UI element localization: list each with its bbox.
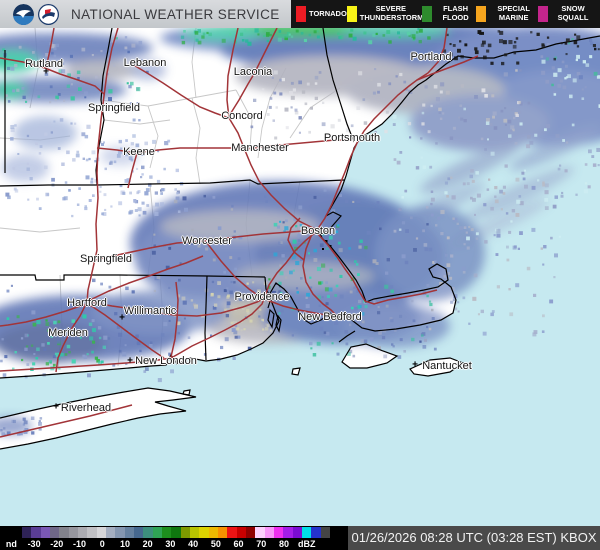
brand: NATIONAL WEATHER SERVICE xyxy=(0,3,280,25)
dbz-tick-labels: nd -30 -20 -10 0 10 20 30 40 50 60 70 80 dBZ xyxy=(0,538,318,550)
dbz-seg-2 xyxy=(40,527,50,538)
dbz-seg-27 xyxy=(273,527,284,538)
dbz-seg-24 xyxy=(245,527,256,538)
dbz-seg-28 xyxy=(283,527,293,538)
dbz-seg-9 xyxy=(105,527,116,538)
dbz-tick-40: 40 xyxy=(188,539,199,549)
harbor-islets xyxy=(322,240,332,250)
dbz-tick-80: 80 xyxy=(278,539,289,549)
warning-flash-flood: FLASH FLOOD xyxy=(421,4,477,22)
dbz-seg-12 xyxy=(133,527,144,538)
dbz-seg-0 xyxy=(22,527,32,538)
noaa-logo-icon xyxy=(13,3,34,25)
dbz-seg-30 xyxy=(301,527,312,538)
dbz-tick--10: -10 xyxy=(73,539,87,549)
highway-layer xyxy=(0,28,479,438)
dbz-scale: nd -30 -20 -10 0 10 20 30 40 50 60 70 80 dBZ xyxy=(0,526,348,550)
dbz-seg-25 xyxy=(255,527,265,538)
dbz-seg-26 xyxy=(264,527,274,538)
dbz-seg-20 xyxy=(208,527,218,538)
dbz-tick-dBZ: dBZ xyxy=(297,539,316,549)
dbz-seg-10 xyxy=(115,527,125,538)
snow-squall-swatch xyxy=(538,6,549,22)
nws-logo-icon xyxy=(38,3,59,25)
dbz-seg-23 xyxy=(236,527,246,538)
dbz-tick-10: 10 xyxy=(119,539,130,549)
dbz-seg-14 xyxy=(152,527,162,538)
city-marker-icon: + xyxy=(119,312,125,324)
special-marine-swatch xyxy=(476,6,487,22)
dbz-seg-3 xyxy=(49,527,60,538)
header-bar: NATIONAL WEATHER SERVICE TORNADO SEVERE T… xyxy=(0,0,600,28)
special-marine-label: SPECIAL MARINE xyxy=(497,4,530,22)
page-title: NATIONAL WEATHER SERVICE xyxy=(71,6,280,22)
city-marker-icon: + xyxy=(412,359,418,371)
timestamp-label: 01/26/2026 08:28 UTC (03:28 EST) KBOX xyxy=(348,526,600,550)
city-marker-icon: + xyxy=(43,66,49,78)
dbz-seg-18 xyxy=(189,527,200,538)
dbz-tick-0: 0 xyxy=(99,539,105,549)
severe-thunderstorm-label: SEVERE THUNDERSTORM xyxy=(359,4,424,22)
dbz-tick--30: -30 xyxy=(27,539,41,549)
dbz-tick--20: -20 xyxy=(50,539,64,549)
warning-snow-squall: SNOW SQUALL xyxy=(538,4,595,22)
dbz-seg-7 xyxy=(87,527,97,538)
bottom-bar: nd -30 -20 -10 0 10 20 30 40 50 60 70 80 dBZ 01/26/20… xyxy=(0,526,600,550)
city-marker-icon: + xyxy=(53,401,59,413)
dbz-seg-16 xyxy=(171,527,181,538)
flash-flood-label: FLASH FLOOD xyxy=(442,4,469,22)
dbz-seg-17 xyxy=(180,527,190,538)
map-canvas xyxy=(0,28,600,526)
dbz-seg-5 xyxy=(68,527,78,538)
dbz-seg-29 xyxy=(292,527,302,538)
dbz-tick-60: 60 xyxy=(233,539,244,549)
coastline xyxy=(0,35,600,450)
dbz-tick-30: 30 xyxy=(165,539,176,549)
dbz-tick-50: 50 xyxy=(210,539,221,549)
city-marker-icon: + xyxy=(127,355,133,367)
dbz-seg-19 xyxy=(199,527,209,538)
dbz-seg-31 xyxy=(311,527,321,538)
warning-severe-thunderstorm: SEVERE THUNDERSTORM xyxy=(346,4,424,22)
tornado-swatch xyxy=(296,6,306,22)
dbz-seg-32 xyxy=(320,527,330,538)
dbz-seg-22 xyxy=(227,527,237,538)
dbz-seg-15 xyxy=(161,527,172,538)
dbz-seg-8 xyxy=(96,527,106,538)
dbz-tick-20: 20 xyxy=(142,539,153,549)
warning-special-marine: SPECIAL MARINE xyxy=(476,4,538,22)
dbz-tick-nd: nd xyxy=(5,539,17,549)
radar-map[interactable]: Rutland + Lebanon Laconia Springfield Concord… xyxy=(0,28,600,526)
severe-thunderstorm-swatch xyxy=(346,6,357,22)
snow-squall-label: SNOW SQUALL xyxy=(557,4,589,22)
dbz-seg-1 xyxy=(31,527,41,538)
tornado-label: TORNADO xyxy=(309,8,347,18)
dbz-seg-11 xyxy=(124,527,134,538)
dbz-tick-70: 70 xyxy=(256,539,267,549)
flash-flood-swatch xyxy=(421,6,432,22)
dbz-seg-21 xyxy=(217,527,228,538)
dbz-seg-4 xyxy=(59,527,69,538)
dbz-colorbar xyxy=(22,527,330,538)
warning-tornado: TORNADO xyxy=(296,6,347,22)
dbz-seg-13 xyxy=(143,527,153,538)
warning-legend: TORNADO SEVERE THUNDERSTORM FLASH FLOOD SPE… xyxy=(291,0,600,28)
dbz-seg-6 xyxy=(77,527,88,538)
maine-islands xyxy=(442,30,600,66)
